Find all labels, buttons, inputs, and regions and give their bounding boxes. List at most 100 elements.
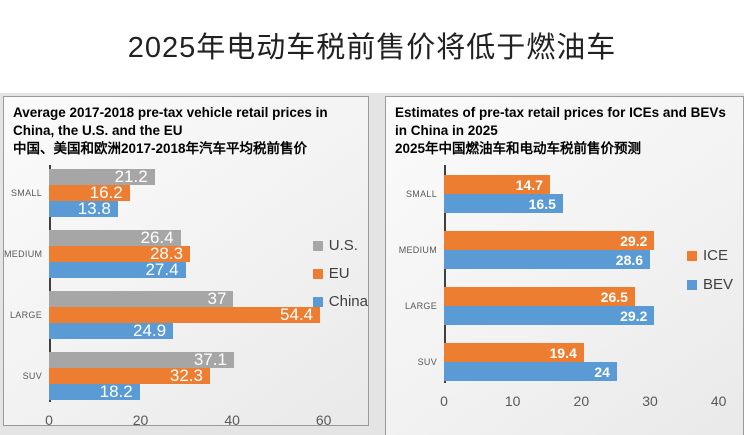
legend-item: China	[312, 293, 368, 310]
bar-row: 26.5	[444, 287, 743, 307]
bar-stack: 26.5 29.2	[444, 287, 743, 326]
bar-us: 37	[49, 289, 234, 309]
bar-value-label: 37.1	[193, 350, 227, 370]
bar-value-label: 26.5	[600, 288, 628, 305]
plot-area-left: SMALL 21.2 16.2 13.8 MEDIUM 26.4 28.3 27.4 LARGE…	[4, 165, 368, 403]
legend-label: China	[328, 293, 368, 310]
bar-value-label: 29.2	[620, 232, 648, 249]
chart-panel-right: Estimates of pre-tax retail prices for I…	[385, 96, 744, 435]
bar-us: 26.4	[49, 228, 181, 248]
bar-row: 37	[49, 289, 368, 309]
bar-row: 18.2	[49, 382, 368, 401]
bar-value-label: 26.4	[140, 228, 174, 248]
bar-value-label: 14.7	[515, 176, 543, 193]
legend-item: EU	[312, 265, 368, 282]
category-label: MEDIUM	[4, 249, 43, 260]
bar-value-label: 24.9	[133, 321, 167, 341]
x-tick-label: 20	[132, 412, 149, 429]
bar-ice: 29.2	[444, 231, 655, 251]
bar-row: 24.9	[49, 321, 368, 341]
bar-value-label: 24	[594, 363, 610, 380]
bar-group: MEDIUM 26.4 28.3 27.4	[4, 228, 368, 280]
legend-swatch	[312, 240, 323, 251]
bar-stack: 14.7 16.5	[444, 175, 743, 214]
y-axis-line	[49, 165, 51, 403]
bar-bev: 29.2	[444, 306, 655, 326]
x-tick-label: 30	[642, 393, 658, 410]
x-tick-label: 10	[504, 393, 521, 410]
legend-item: ICE	[686, 247, 733, 264]
x-tick-label: 20	[573, 393, 590, 410]
category-label: SMALL	[405, 189, 437, 200]
page-title: 2025年电动车税前售价将低于燃油车	[127, 32, 617, 64]
category-label: LARGE	[404, 301, 437, 312]
bar-row: 37.1	[49, 350, 368, 370]
bar-row: 16.2	[49, 183, 368, 202]
legend-item: BEV	[686, 276, 733, 293]
legend-right: ICE BEV	[686, 247, 733, 293]
x-tick-label: 40	[710, 393, 727, 410]
bar-value-label: 16.5	[528, 195, 556, 212]
chart-panel-left: Average 2017-2018 pre-tax vehicle retail…	[3, 96, 369, 428]
legend-item: U.S.	[312, 237, 368, 254]
bar-bev: 24	[444, 362, 617, 382]
bar-row: 32.3	[49, 366, 368, 386]
legend-label: U.S.	[328, 237, 358, 254]
category-label: SMALL	[10, 188, 42, 199]
legend-label: BEV	[702, 276, 733, 293]
bar-ice: 19.4	[444, 343, 584, 363]
bar-value-label: 37	[207, 289, 227, 309]
bar-bev: 28.6	[444, 250, 651, 270]
bar-value-label: 13.8	[77, 199, 111, 219]
chart-title-right-en: Estimates of pre-tax retail prices for I…	[395, 105, 726, 138]
bar-stack: 29.2 28.6	[444, 231, 743, 270]
charts-section: Average 2017-2018 pre-tax vehicle retail…	[0, 93, 744, 435]
chart-title-left-en: Average 2017-2018 pre-tax vehicle retail…	[13, 105, 328, 138]
legend-label: ICE	[702, 247, 728, 264]
bar-stack: 37.1 32.3 18.2	[49, 350, 368, 401]
bar-stack: 26.4 28.3 27.4	[49, 228, 368, 280]
bar-value-label: 27.4	[145, 260, 179, 280]
x-tick-label: 60	[315, 412, 332, 429]
bar-eu: 54.4	[49, 305, 321, 325]
bar-group: SMALL 14.7 16.5	[386, 175, 743, 214]
bar-ice: 26.5	[444, 287, 635, 307]
legend-swatch	[686, 279, 697, 290]
bar-row: 21.2	[49, 167, 368, 187]
bar-row: 16.5	[444, 194, 743, 214]
bar-row: 29.2	[444, 306, 743, 326]
x-axis-left: 0 20 40 60	[45, 406, 342, 432]
bar-row: 13.8	[49, 199, 368, 219]
bar-ice: 14.7	[444, 175, 550, 195]
legend-label: EU	[328, 265, 350, 282]
bar-group: LARGE 37 54.4 24.9	[4, 289, 368, 341]
bar-value-label: 32.3	[169, 366, 203, 386]
bar-value-label: 29.2	[620, 307, 648, 324]
bar-china: 13.8	[49, 199, 118, 219]
bar-group: SUV 19.4 24	[386, 343, 743, 382]
bar-group: LARGE 26.5 29.2	[386, 287, 743, 326]
x-tick-label: 0	[45, 412, 53, 429]
bar-row: 26.4	[49, 228, 368, 248]
bar-row: 28.3	[49, 244, 368, 263]
bar-eu: 32.3	[49, 366, 210, 386]
bar-china: 18.2	[49, 382, 140, 401]
bar-value-label: 19.4	[549, 344, 577, 361]
bar-eu: 16.2	[49, 183, 130, 202]
bar-value-label: 54.4	[280, 305, 314, 325]
chart-title-left-zh: 中国、美国和欧洲2017-2018年汽车平均税前售价	[13, 140, 308, 156]
bar-row: 14.7	[444, 175, 743, 195]
category-label: MEDIUM	[398, 245, 437, 256]
bar-us: 21.2	[49, 167, 155, 187]
bar-stack: 37 54.4 24.9	[49, 289, 368, 341]
bar-eu: 28.3	[49, 244, 191, 263]
category-label: LARGE	[9, 310, 42, 321]
bar-group: SUV 37.1 32.3 18.2	[4, 350, 368, 401]
bar-value-label: 21.2	[114, 167, 148, 187]
legend-swatch	[312, 268, 323, 279]
legend-swatch	[686, 250, 697, 261]
legend-swatch	[312, 296, 323, 307]
bar-value-label: 28.6	[615, 251, 644, 268]
bar-bev: 16.5	[444, 194, 563, 214]
